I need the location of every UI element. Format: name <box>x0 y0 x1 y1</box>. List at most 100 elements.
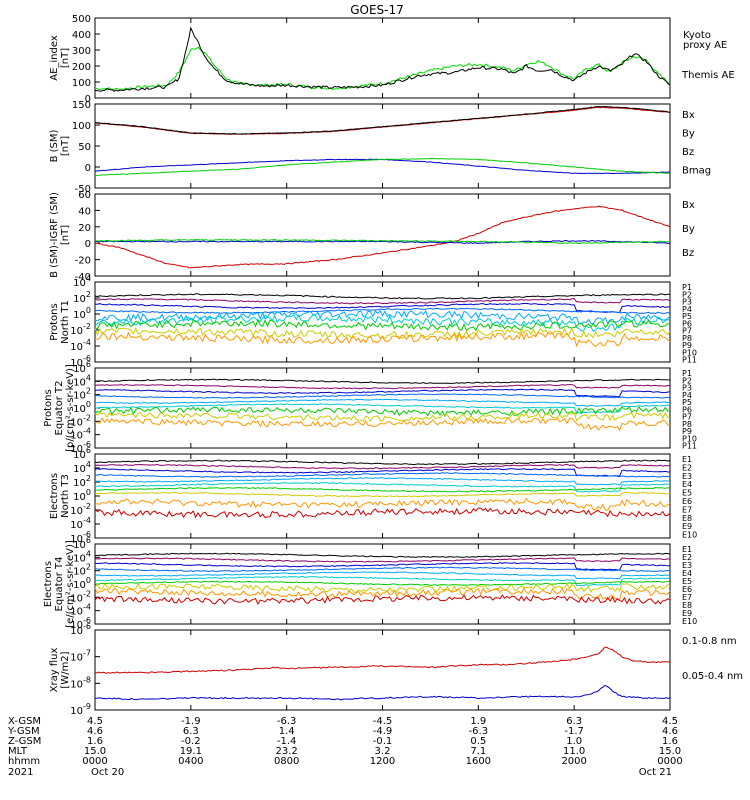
y-tick-label: 10-2 <box>70 413 91 428</box>
ephemeris-row-label: hhmm <box>8 756 40 767</box>
ephemeris-value: -0.2 <box>181 736 201 747</box>
y-tick-label: 10-9 <box>70 702 91 717</box>
legend-entry: By <box>682 129 695 140</box>
y-tick-label: 40 <box>78 206 91 217</box>
ephemeris-value: 4.6 <box>662 726 678 737</box>
series-line <box>94 238 671 245</box>
y-tick-label: 0 <box>85 239 91 250</box>
series-line <box>95 684 671 701</box>
y-tick-label: 102 <box>73 290 91 305</box>
legend-entry: E7 <box>682 505 692 514</box>
ephemeris-value: 6.3 <box>566 716 582 727</box>
y-tick-label: 10-6 <box>70 530 91 545</box>
y-tick-label: 106 <box>73 360 91 375</box>
legend-entry: E4 <box>682 569 692 578</box>
ephemeris-row-label: 2021 <box>8 767 33 778</box>
legend-entry: E6 <box>682 585 692 594</box>
panel-frame <box>94 17 671 99</box>
y-tick-label: 102 <box>73 474 91 489</box>
ephemeris-value: -0.1 <box>373 736 393 747</box>
y-tick-label: 100 <box>73 306 91 321</box>
series-line <box>94 106 671 135</box>
series-line <box>94 307 671 314</box>
y-tick-label: 100 <box>73 400 91 415</box>
legend-entry: P7 <box>682 327 692 336</box>
legend-entry: E10 <box>682 531 697 540</box>
y-tick-label: 104 <box>73 549 91 564</box>
ephemeris-value: 1.6 <box>87 736 103 747</box>
legend-entry: P11 <box>682 356 697 365</box>
legend-entry: By <box>682 224 695 235</box>
series-line <box>94 486 671 493</box>
y-tick-label: 60 <box>78 190 91 201</box>
series-line <box>94 157 671 177</box>
series-line <box>94 552 671 558</box>
ephemeris-value: 6.3 <box>183 726 199 737</box>
y-tick-label: 10-4 <box>70 603 91 618</box>
series-line <box>94 566 671 573</box>
legend-entry: P4 <box>682 305 692 314</box>
panel-frame <box>94 103 671 189</box>
y-tick-label: 104 <box>73 460 91 475</box>
ephemeris-value: 1.0 <box>566 736 582 747</box>
ephemeris-value: 0400 <box>178 756 203 767</box>
legend-entry: Bmag <box>682 166 711 177</box>
series-line <box>94 580 671 587</box>
y-tick-label: 102 <box>73 387 91 402</box>
ephemeris-value: 23.2 <box>276 746 298 757</box>
series-line <box>94 384 671 390</box>
panel-frame <box>94 193 671 277</box>
legend-entry: P4 <box>682 391 692 400</box>
series-line <box>94 594 671 605</box>
y-tick-label: 106 <box>73 446 91 461</box>
legend-entry: E5 <box>682 577 692 586</box>
legend-entry: E7 <box>682 593 692 602</box>
y-axis-label: B (SM) <box>49 129 60 162</box>
series-line <box>94 293 671 300</box>
y-tick-label: 300 <box>72 46 91 57</box>
legend-entry: P8 <box>682 420 692 429</box>
ephemeris-value: -1.9 <box>181 716 201 727</box>
series-line <box>94 298 671 305</box>
y-tick-label: 10-4 <box>70 338 91 353</box>
y-tick-label: 20 <box>78 223 91 234</box>
series-line <box>94 388 671 398</box>
series-line <box>94 562 671 571</box>
ephemeris-value: 0800 <box>274 756 299 767</box>
legend-entry: E5 <box>682 489 692 498</box>
series-line <box>94 417 671 432</box>
legend-entry: E1 <box>682 545 692 554</box>
legend-entry: P6 <box>682 405 692 414</box>
y-tick-label: 104 <box>73 373 91 388</box>
ephemeris-value: -1.7 <box>564 726 584 737</box>
legend-entry: E6 <box>682 497 692 506</box>
y-tick-label: 10-7 <box>70 649 91 664</box>
y-tick-label: 10-2 <box>70 322 91 337</box>
y-tick-label: 10-6 <box>70 440 91 455</box>
legend-entry: Bz <box>682 147 694 158</box>
legend-entry: P2 <box>682 290 692 299</box>
legend-entry: Kyoto <box>683 30 711 41</box>
y-axis-label: Equator T2 <box>54 381 65 436</box>
y-axis-label: [nT] <box>60 136 71 156</box>
y-axis-label: [p/(cm²-s-sr-keV)] <box>65 364 76 452</box>
y-tick-label: -20 <box>75 256 91 267</box>
series-line <box>94 205 671 269</box>
y-tick-label: 106 <box>73 536 91 551</box>
ephemeris-row-label: Z-GSM <box>8 736 41 747</box>
series-line <box>94 497 671 511</box>
series-line <box>94 398 671 407</box>
y-tick-label: 100 <box>73 576 91 591</box>
series-line <box>94 571 671 580</box>
series-line <box>94 403 671 414</box>
y-tick-label: -40 <box>75 272 91 283</box>
legend-entry: E2 <box>682 553 692 562</box>
series-line <box>94 582 671 594</box>
ephemeris-value: -1.4 <box>277 736 297 747</box>
series-line <box>94 393 671 399</box>
y-tick-label: 10-6 <box>70 354 91 369</box>
